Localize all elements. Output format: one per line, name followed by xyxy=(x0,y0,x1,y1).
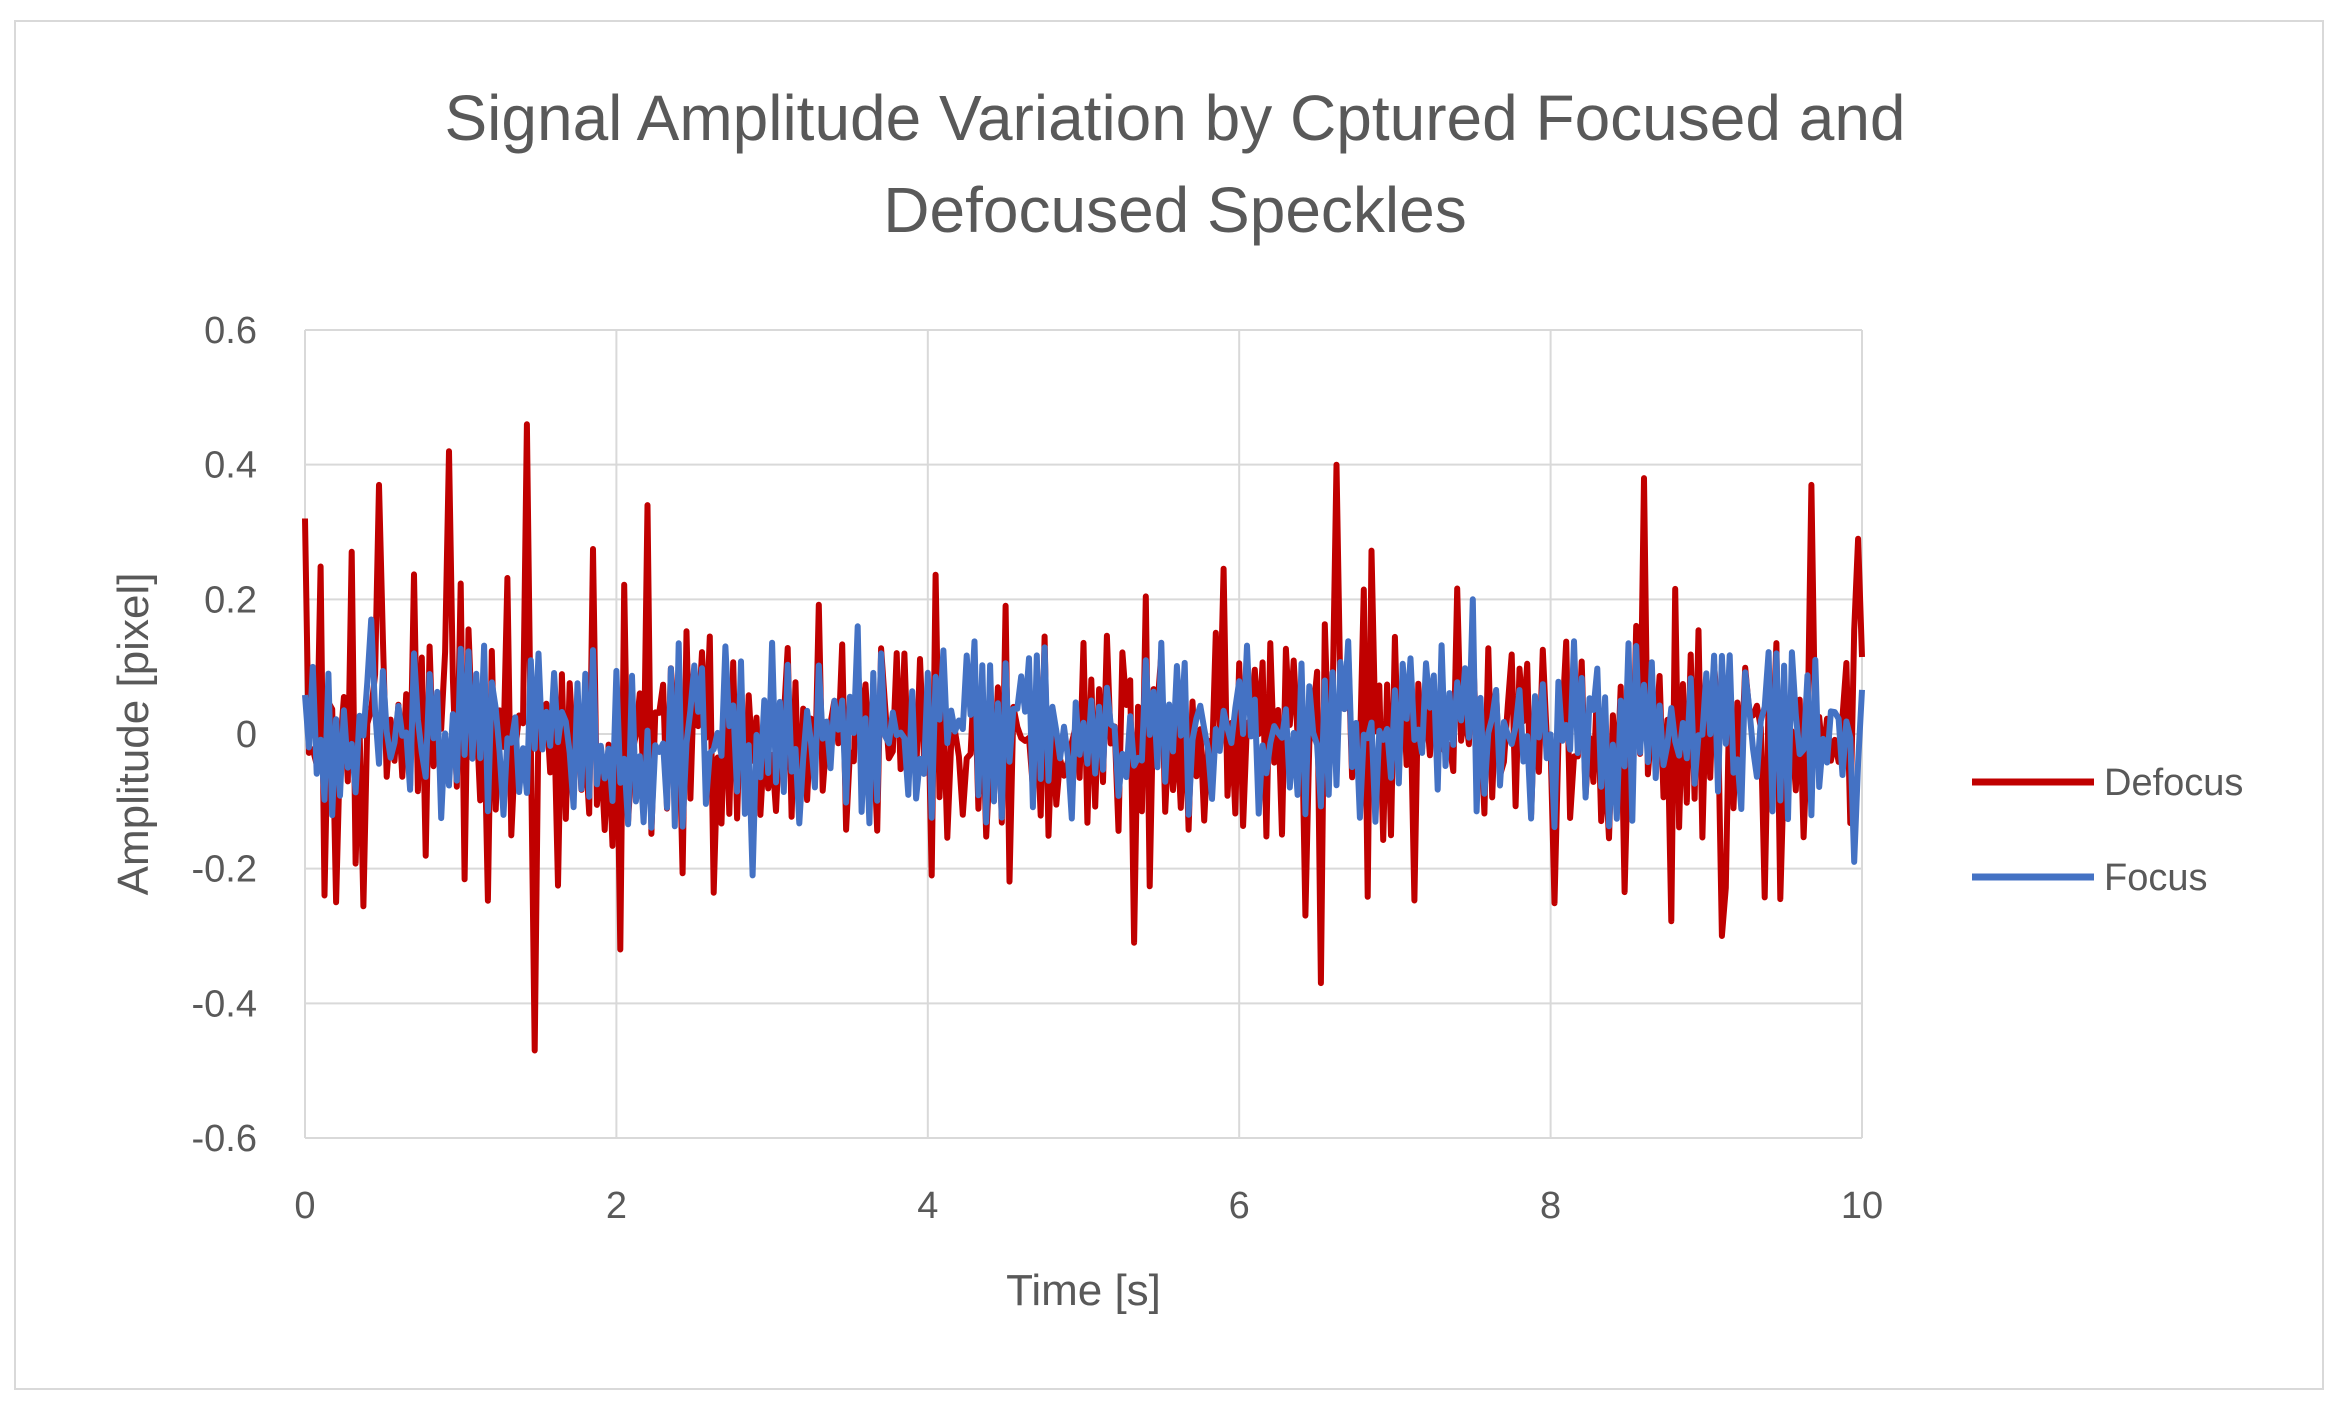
legend-label-focus: Focus xyxy=(2104,857,2207,899)
y-tick-label: 0.4 xyxy=(204,445,257,487)
series-layer xyxy=(302,421,1865,1054)
y-tick-label: 0.6 xyxy=(204,310,257,352)
y-tick-label: -0.2 xyxy=(192,849,257,891)
x-tick-label: 6 xyxy=(1229,1185,1250,1227)
series-line-defocus xyxy=(302,421,1865,1054)
series-line-focus xyxy=(302,596,1865,879)
legend-layer: Defocus Focus xyxy=(1972,762,2243,899)
chart-title-line-1: Signal Amplitude Variation by Cptured Fo… xyxy=(444,82,1906,154)
x-tick-label: 4 xyxy=(917,1185,938,1227)
x-tick-label: 10 xyxy=(1841,1185,1883,1227)
x-tick-label: 0 xyxy=(294,1185,315,1227)
x-axis-title: Time [s] xyxy=(1006,1266,1161,1315)
x-tick-label: 8 xyxy=(1540,1185,1561,1227)
chart-title: Signal Amplitude Variation by Cptured Fo… xyxy=(300,72,2050,256)
y-axis-title: Amplitude [pixel] xyxy=(109,573,158,896)
axis-layer: -0.6 -0.4 -0.2 0 0.2 0.4 0.6 0 2 4 6 8 10 Time [s] Amp… xyxy=(109,310,1883,1315)
x-tick-label: 2 xyxy=(606,1185,627,1227)
y-tick-label: -0.4 xyxy=(192,983,257,1025)
chart-title-line-2: Defocused Speckles xyxy=(883,174,1467,246)
y-tick-label: 0 xyxy=(236,714,257,756)
y-tick-label: -0.6 xyxy=(192,1118,257,1160)
legend-label-defocus: Defocus xyxy=(2104,762,2243,804)
y-tick-label: 0.2 xyxy=(204,579,257,621)
